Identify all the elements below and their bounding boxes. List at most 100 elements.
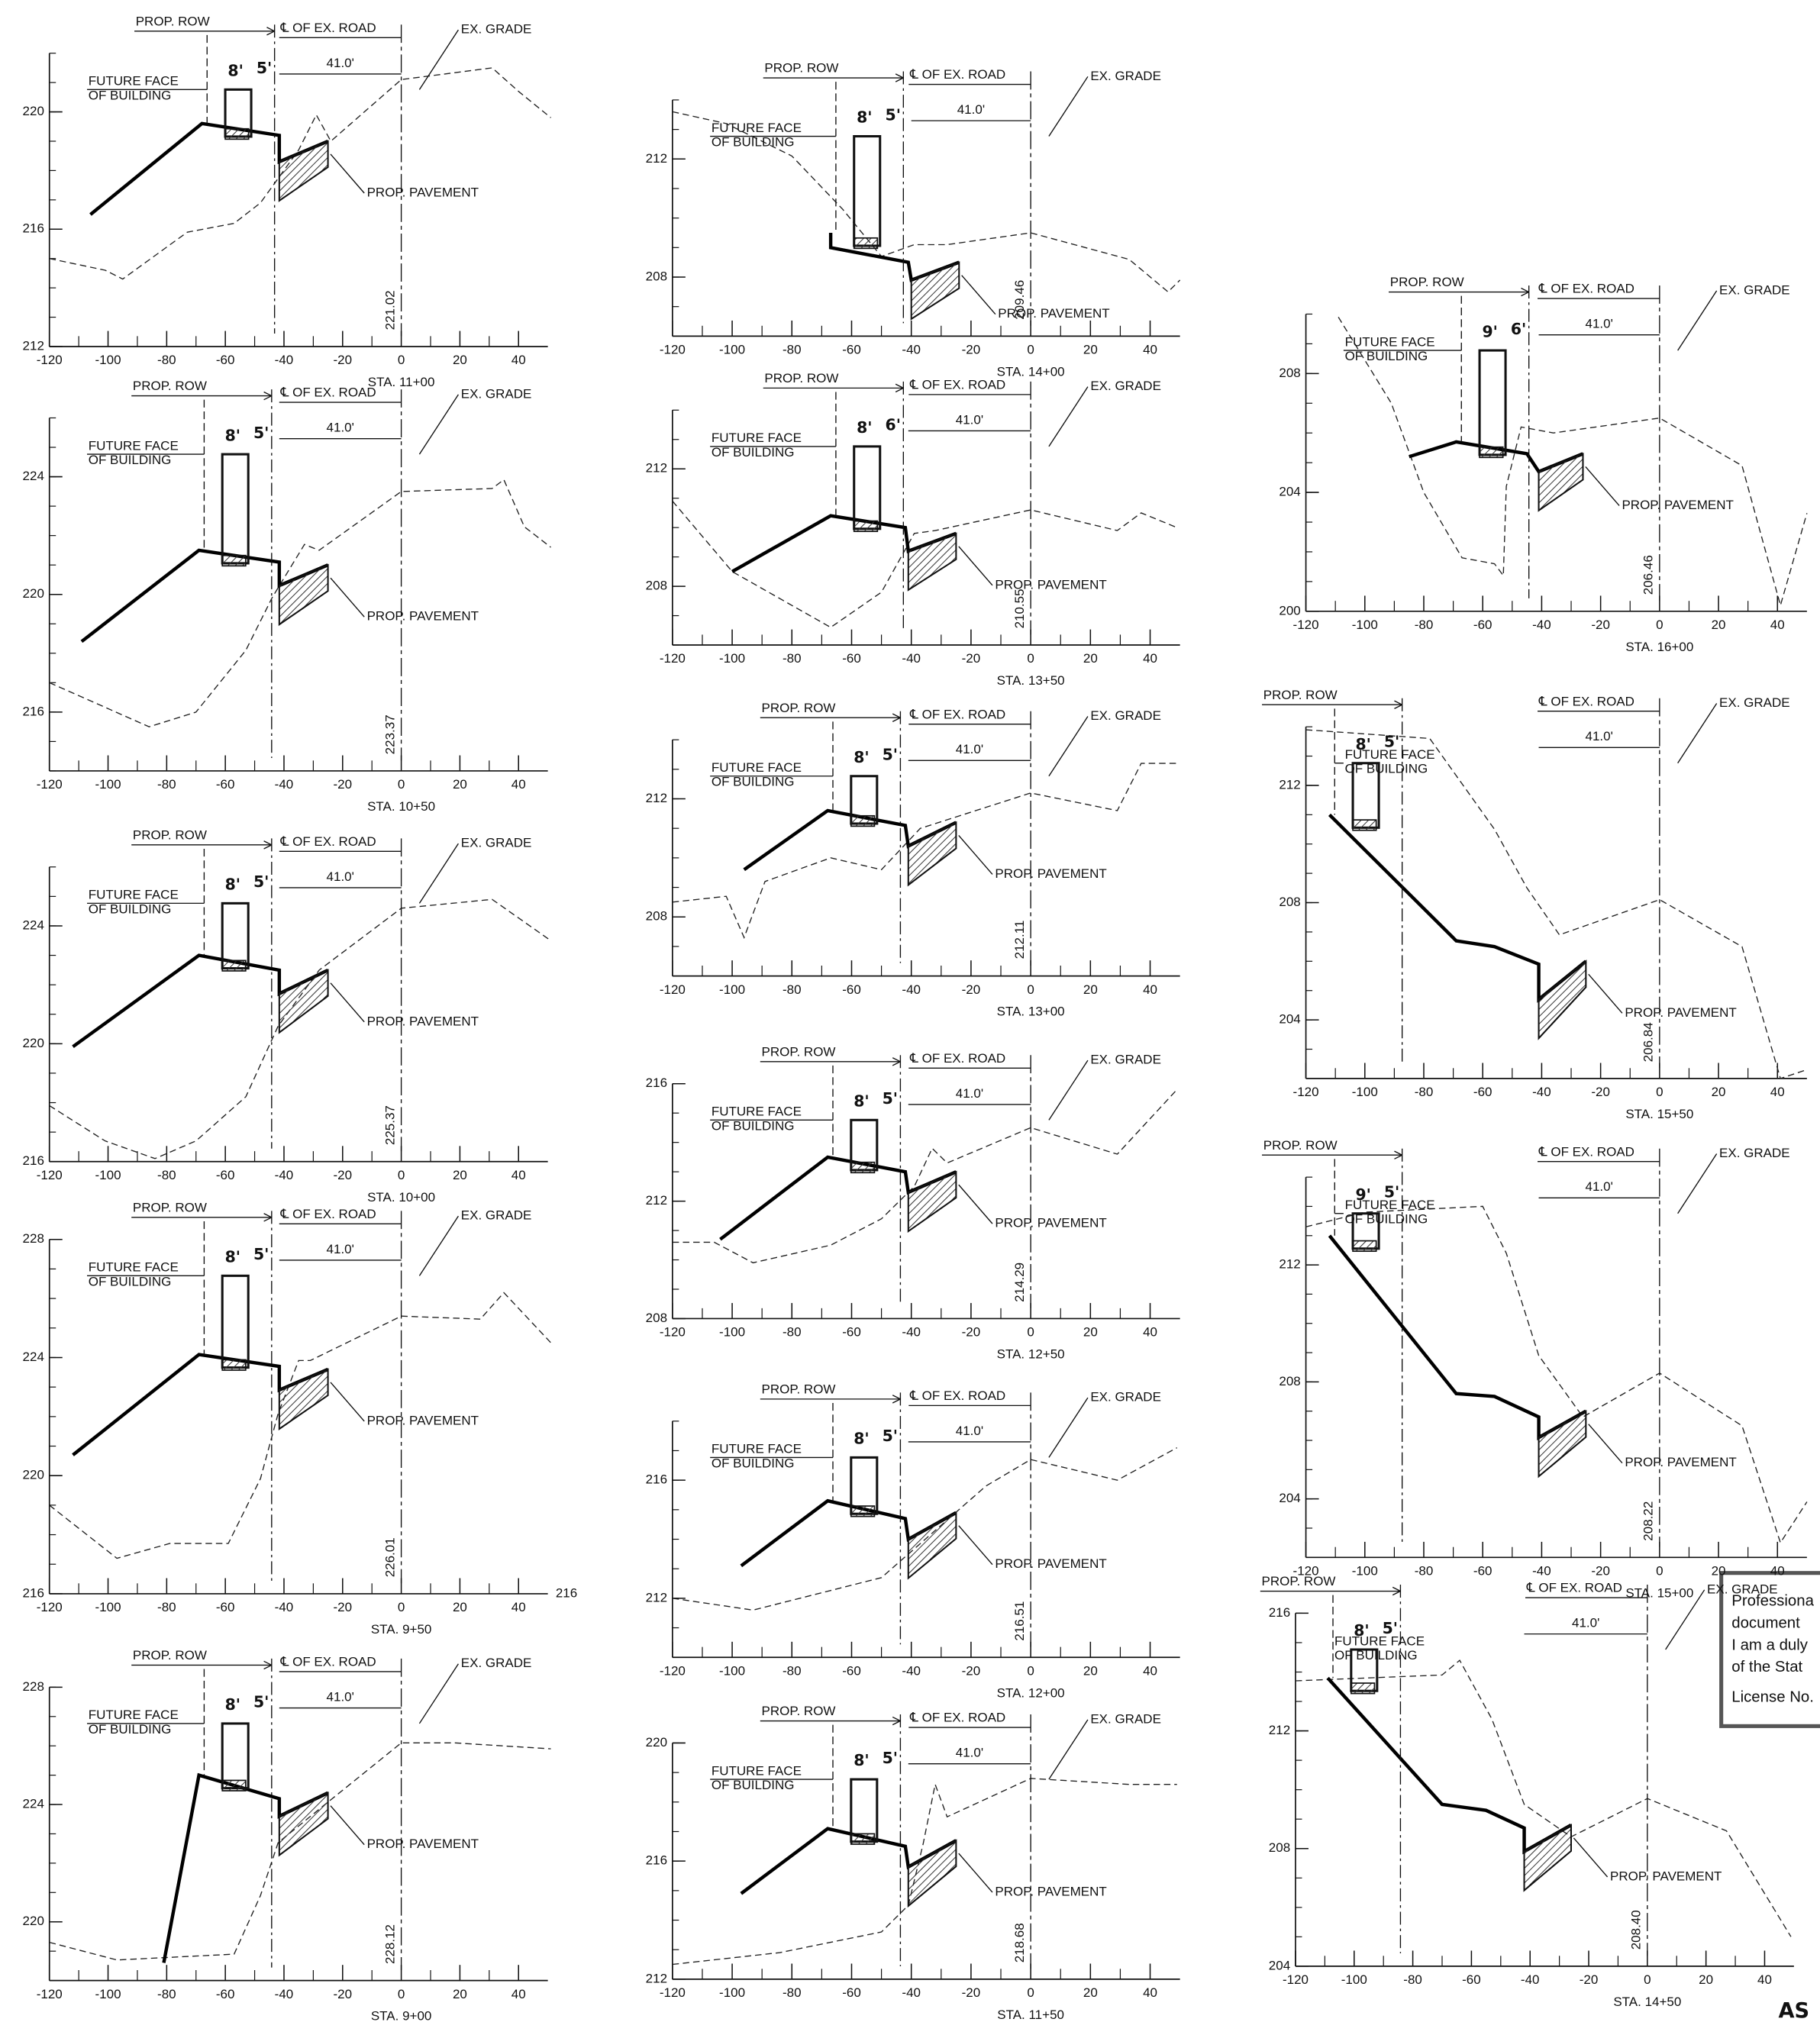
x-tick-label: -100 [719,1985,745,2000]
pavement-hatch [907,1511,957,1580]
y-tick-label: 204 [1279,1491,1300,1505]
y-tick-label: 216 [23,704,44,718]
leader [1048,1719,1089,1780]
y-tick-label: 212 [1279,1257,1300,1272]
y-tick-label: 208 [646,269,667,283]
leader [958,546,993,586]
x-tick-label: -100 [95,1987,121,2001]
leader [892,1057,901,1063]
leader [1048,76,1089,137]
x-tick-label: -120 [660,651,686,666]
leader [418,29,459,90]
hatch-box [221,1779,247,1792]
leader [1677,1153,1718,1214]
y-tick-label: 212 [23,338,44,353]
dim-label: 5' [1384,733,1399,751]
building-label: OF BUILDING [1334,1648,1418,1663]
pavement-hatch [1538,1409,1587,1479]
building-label: OF BUILDING [712,135,795,150]
building-label: FUTURE FACE [712,1763,802,1778]
x-tick-label: 40 [511,777,526,792]
x-tick-label: -80 [783,1663,802,1678]
center-elevation: 225.37 [382,1105,397,1145]
road-label: ℄ OF EX. ROAD [909,707,1005,721]
x-tick-label: 40 [511,1600,526,1614]
leader [958,1525,993,1566]
y-tick-label: 208 [1279,366,1300,380]
leader [266,31,275,36]
leader [1394,1150,1402,1156]
building-label: OF BUILDING [712,775,795,789]
pavement-label: PROP. PAVEMENT [995,577,1106,592]
y-tick-label: 216 [23,221,44,236]
x-tick-label: -60 [216,353,235,367]
leader [892,717,901,722]
hatch-box [1350,1682,1376,1695]
hatch-box [850,1161,876,1174]
center-elevation: 221.02 [382,290,397,330]
x-tick-label: 20 [453,1168,467,1182]
side-label: 216 [556,1585,577,1600]
y-tick-label: 224 [23,918,44,932]
leader [263,1664,273,1670]
grade-label: EX. GRADE [1719,282,1790,297]
x-tick-label: -20 [962,651,981,666]
leader [263,840,273,846]
x-tick-label: 0 [398,353,405,367]
x-tick-label: -20 [1591,1085,1610,1099]
x-tick-label: 0 [1027,651,1034,666]
x-tick-label: -80 [157,1987,176,2001]
x-tick-label: -60 [842,1325,861,1340]
leader [892,1061,901,1066]
pavement-label: PROP. PAVEMENT [1610,1869,1722,1883]
width-label: 41.0' [327,56,354,70]
y-tick-label: 220 [23,1468,44,1482]
y-tick-label: 212 [1279,777,1300,792]
center-elevation: 216.51 [1012,1601,1027,1641]
x-tick-label: -120 [660,1663,686,1678]
leader [892,1716,901,1722]
leader [958,1184,993,1224]
x-tick-label: -80 [157,353,176,367]
leader [1394,700,1402,705]
row-label: PROP. ROW [761,1044,835,1059]
x-tick-label: -60 [1462,1972,1481,1987]
existing-grade [1338,317,1808,608]
building-dim-box [221,1274,250,1369]
building-dim-box [221,1722,250,1790]
hatch-box [850,814,876,827]
x-tick-label: -120 [37,353,63,367]
road-label: ℄ OF EX. ROAD [909,1711,1005,1725]
x-tick-label: -40 [1532,1085,1551,1099]
y-tick-label: 212 [646,791,667,805]
center-elevation: 226.01 [382,1537,397,1577]
x-tick-label: -80 [1415,1085,1434,1099]
x-tick-label: -40 [1532,618,1551,632]
leader [330,153,365,194]
existing-grade [1305,1205,1808,1544]
dim-label: 8' [228,62,243,80]
width-label: 41.0' [957,102,985,117]
x-tick-label: 20 [1712,1563,1726,1578]
grade-label: EX. GRADE [1090,1711,1161,1726]
building-label: OF BUILDING [712,1118,795,1133]
pavement-label: PROP. PAVEMENT [995,866,1106,881]
x-tick-label: 0 [398,1600,405,1614]
x-tick-label: -60 [842,1985,861,2000]
x-tick-label: -40 [902,1325,921,1340]
station-label: STA. 9+50 [371,1622,432,1637]
pavement-hatch [1538,452,1584,512]
y-tick-label: 220 [23,1914,44,1928]
pavement-hatch [907,1170,957,1234]
x-tick-label: -20 [333,1987,352,2001]
x-tick-label: -60 [842,343,861,357]
y-tick-label: 220 [23,586,44,601]
x-tick-label: 0 [1027,1985,1034,2000]
building-label: OF BUILDING [712,1778,795,1792]
pavement-label: PROP. PAVEMENT [1625,1005,1736,1020]
dim-label: 5' [883,1089,898,1108]
x-tick-label: -80 [783,1985,802,2000]
x-tick-label: -60 [842,1663,861,1678]
building-label: FUTURE FACE [89,1708,179,1722]
y-tick-label: 220 [646,1735,667,1750]
